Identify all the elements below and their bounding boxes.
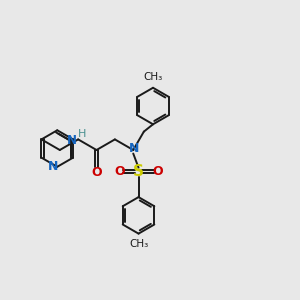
Text: N: N xyxy=(67,134,77,147)
Text: N: N xyxy=(48,160,58,173)
Text: H: H xyxy=(78,129,86,139)
Text: CH₃: CH₃ xyxy=(129,239,148,249)
Text: O: O xyxy=(91,166,102,179)
Text: O: O xyxy=(152,165,163,178)
Text: S: S xyxy=(133,164,144,179)
Text: CH₃: CH₃ xyxy=(143,73,163,82)
Text: O: O xyxy=(114,165,125,178)
Text: N: N xyxy=(129,142,139,155)
